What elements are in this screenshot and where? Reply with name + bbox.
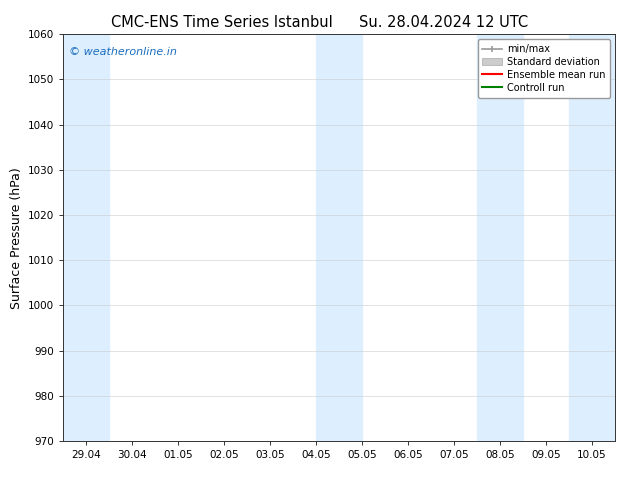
Y-axis label: Surface Pressure (hPa): Surface Pressure (hPa) [10,167,23,309]
Text: Su. 28.04.2024 12 UTC: Su. 28.04.2024 12 UTC [359,15,528,30]
Bar [316,34,362,441]
Text: © weatheronline.in: © weatheronline.in [69,47,177,56]
Text: CMC-ENS Time Series Istanbul: CMC-ENS Time Series Istanbul [111,15,333,30]
Bar [63,34,110,441]
Bar [569,34,615,441]
Legend: min/max, Standard deviation, Ensemble mean run, Controll run: min/max, Standard deviation, Ensemble me… [477,39,610,98]
Bar [477,34,523,441]
